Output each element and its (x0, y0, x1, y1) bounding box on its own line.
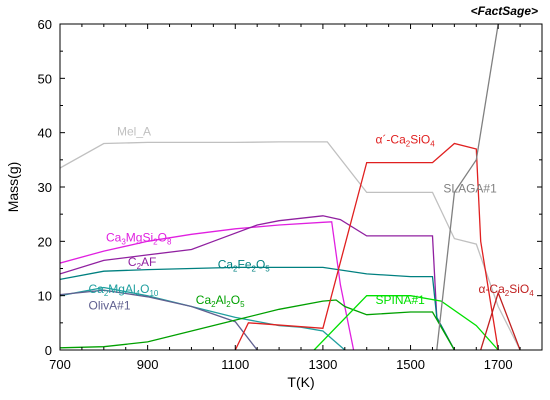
series-line-9 (480, 290, 521, 350)
series-line-7 (313, 295, 499, 350)
series-line-2 (60, 215, 455, 350)
y-axis-title: Mass(g) (5, 162, 21, 213)
x-tick-label-5: 1700 (484, 357, 513, 372)
y-tick-label-0: 0 (45, 343, 52, 358)
y-tick-label-4: 40 (38, 126, 52, 141)
series-line-4 (60, 286, 346, 350)
series-line-1 (60, 221, 355, 350)
x-tick-label-0: 700 (49, 357, 71, 372)
y-tick-label-2: 20 (38, 234, 52, 249)
x-axis-title: T(K) (287, 374, 314, 390)
series-label-8: α´-Ca2SiO4 (376, 133, 436, 149)
series-line-8 (234, 142, 499, 350)
x-tick-label-2: 1100 (221, 357, 249, 372)
series-label-7: SPINA#1 (376, 293, 426, 307)
y-tick-label-5: 50 (38, 71, 52, 86)
series-line-3 (60, 266, 455, 350)
series-label-3: Ca2Fe2O5 (218, 258, 271, 274)
series-label-2: C2AF (128, 255, 156, 271)
series-label-9: α-Ca2SiO4 (479, 282, 535, 298)
y-tick-label-3: 30 (38, 180, 52, 195)
y-tick-label-6: 60 (38, 17, 52, 32)
series-label-10: SLAGA#1 (443, 181, 497, 195)
series-line-10 (436, 24, 499, 350)
series-line-0 (60, 141, 521, 350)
brand-label: <FactSage> (471, 4, 538, 18)
y-tick-label-1: 10 (38, 289, 52, 304)
x-tick-label-1: 900 (137, 357, 159, 372)
series-label-5: OlivA#1 (89, 298, 131, 312)
series-label-4: Ca2MgAl4O10 (89, 282, 159, 298)
x-tick-label-4: 1500 (396, 357, 425, 372)
series-line-6 (60, 299, 455, 350)
series-layer (60, 24, 521, 350)
series-label-layer: Mel_A Ca3MgSi2O8 C2AF Ca2Fe2O5 Ca2MgAl4O10Ol… (89, 124, 535, 312)
series-label-1: Ca3MgSi2O8 (106, 230, 172, 246)
series-label-0: Mel_A (117, 124, 151, 138)
series-label-6: Ca2Al2O5 (196, 293, 245, 309)
tick-layer: 700 900 1100 1300 1500 1700 0 10 20 30 40 50 60 (38, 17, 543, 372)
series-line-5 (60, 289, 258, 350)
x-tick-label-3: 1300 (308, 357, 337, 372)
